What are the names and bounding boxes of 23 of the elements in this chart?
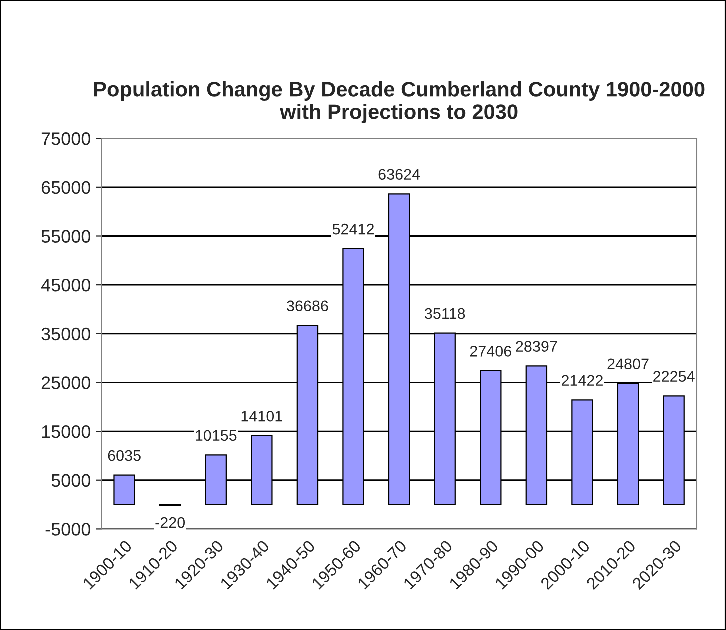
data-label: 63624: [378, 169, 420, 180]
data-label: 52412: [332, 224, 374, 235]
y-tick-label: 65000: [42, 181, 91, 194]
data-label: 10155: [196, 430, 237, 442]
y-tick-label: 5000: [52, 474, 91, 488]
y-tick-label: 75000: [42, 132, 91, 146]
data-label: 28397: [516, 341, 558, 352]
y-tick-label: 55000: [42, 230, 91, 243]
data-label: -220: [156, 517, 186, 528]
data-label: 35118: [425, 308, 466, 320]
data-label: 14101: [242, 410, 282, 422]
data-label: 27406: [470, 346, 512, 357]
y-tick-label: 25000: [42, 376, 91, 390]
y-tick-label: 15000: [42, 425, 91, 438]
data-label: 21422: [562, 375, 603, 386]
chart-title: Population Change By Decade Cumberland County 1900-2000 with Projections to 2030: [94, 82, 705, 124]
data-label: 6035: [108, 450, 141, 462]
y-tick-label: 45000: [41, 279, 91, 292]
data-label: 24807: [608, 358, 649, 370]
y-tick-label: 35000: [42, 328, 91, 341]
data-label: 36686: [287, 300, 328, 312]
y-tick-label: -5000: [46, 523, 91, 536]
data-label: 22254: [654, 371, 695, 382]
